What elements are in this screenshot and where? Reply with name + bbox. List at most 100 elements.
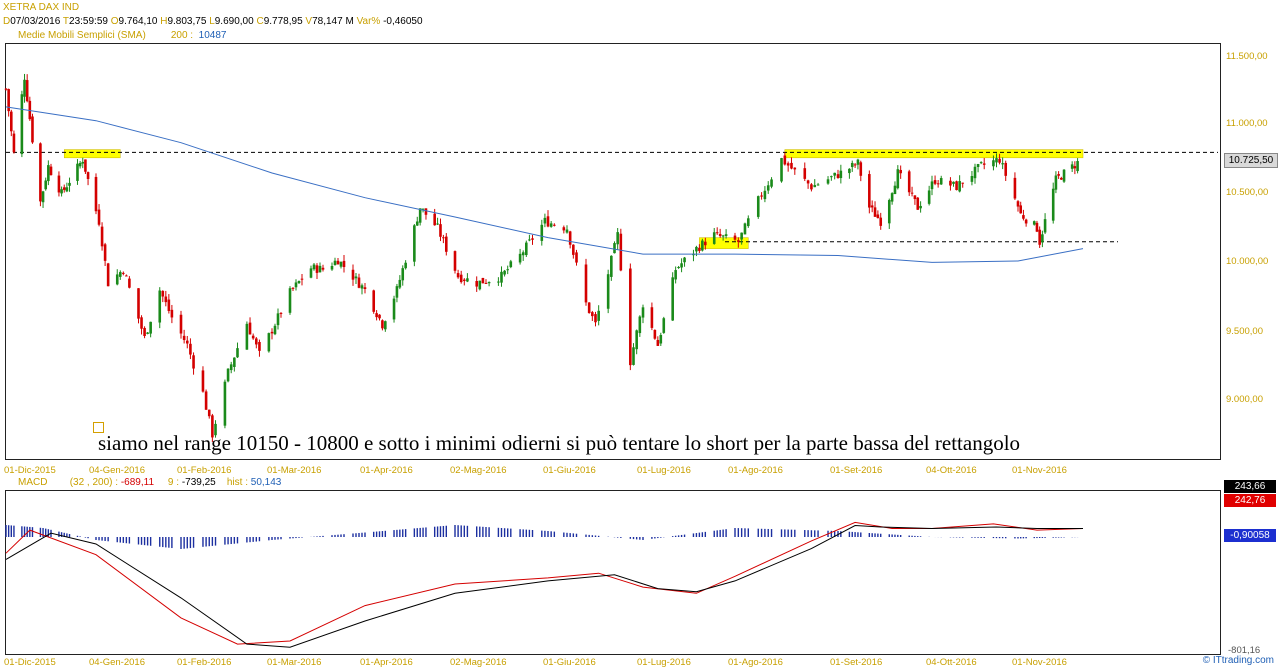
- date-tick: 01-Feb-2016: [177, 465, 232, 476]
- macd-top-label: 243,66: [1224, 480, 1276, 493]
- candle-body: [248, 322, 252, 335]
- candle-body: [677, 267, 680, 269]
- date-tick: 01-Giu-2016: [543, 465, 596, 476]
- candle-body: [701, 240, 704, 251]
- candle-body: [916, 197, 920, 210]
- candle-body: [466, 278, 469, 282]
- candle-body: [413, 225, 416, 262]
- date-tick: 04-Gen-2016: [89, 657, 145, 668]
- candle-body: [680, 263, 683, 268]
- candle-body: [503, 270, 506, 275]
- candle-body: [740, 232, 743, 240]
- candle-body: [850, 162, 854, 168]
- date-tick: 01-Set-2016: [830, 465, 883, 476]
- candle-body: [125, 275, 128, 277]
- candle-body: [182, 335, 186, 341]
- candle-body: [1035, 222, 1039, 232]
- candle-body: [610, 255, 613, 277]
- date-tick: 04-Ott-2016: [926, 657, 977, 668]
- candle-body: [444, 236, 448, 252]
- candle-body: [459, 274, 463, 283]
- candle-body: [60, 189, 63, 194]
- candle-body: [273, 325, 277, 335]
- candle-body: [826, 179, 830, 184]
- candle-body: [743, 223, 747, 235]
- candle-body: [830, 176, 833, 178]
- candle-body: [28, 100, 32, 120]
- candle-body: [910, 192, 914, 194]
- candle-body: [44, 180, 48, 190]
- date-tick: 01-Apr-2016: [360, 657, 413, 668]
- candle-body: [122, 272, 125, 274]
- candle-body: [521, 252, 525, 256]
- candle-body: [836, 174, 840, 178]
- candle-body: [756, 196, 760, 217]
- candle-body: [381, 320, 384, 329]
- candle-body: [587, 302, 591, 313]
- candle-body: [961, 182, 965, 184]
- candle-body: [893, 185, 897, 195]
- candle-body: [656, 339, 660, 346]
- date-tick: 01-Dic-2015: [4, 465, 56, 476]
- price-panel[interactable]: [5, 43, 1221, 460]
- candle-body: [62, 187, 66, 190]
- brand-watermark: © ITtrading.com: [1202, 655, 1274, 666]
- candle-body: [833, 172, 836, 176]
- candle-body: [164, 296, 168, 303]
- candle-body: [140, 317, 143, 329]
- candle-body: [1043, 219, 1047, 233]
- candle-body: [418, 208, 422, 223]
- macd-line: [5, 524, 1083, 648]
- sma-period: 200 :: [170, 30, 194, 41]
- high-value: 9.803,75: [167, 16, 207, 27]
- low-label: L: [209, 16, 215, 27]
- candle-body: [84, 159, 87, 172]
- macd-panel[interactable]: [5, 490, 1221, 655]
- candle-body: [395, 286, 399, 298]
- candle-body: [737, 240, 740, 242]
- candle-body: [958, 181, 961, 192]
- candle-body: [106, 263, 110, 287]
- candle-body: [638, 316, 642, 334]
- candle-body: [342, 260, 346, 268]
- annotation-marker: [93, 422, 104, 433]
- candle-body: [913, 195, 917, 200]
- time-value: 23:59:59: [69, 16, 108, 27]
- candle-body: [363, 287, 367, 289]
- candle-body: [939, 178, 943, 185]
- candle-body: [333, 260, 337, 266]
- candle-body: [766, 185, 770, 191]
- candle-body: [7, 89, 10, 112]
- candle-body: [907, 171, 911, 193]
- candle-body: [816, 184, 820, 186]
- candle-body: [848, 168, 851, 174]
- candle-body: [813, 185, 817, 188]
- candle-body: [214, 423, 217, 436]
- date-tick: 01-Feb-2016: [177, 657, 232, 668]
- candle-body: [267, 333, 271, 352]
- candle-body: [1073, 166, 1077, 169]
- candle-body: [372, 290, 376, 312]
- candle-body: [594, 314, 597, 323]
- date-tick: 02-Mag-2016: [450, 465, 507, 476]
- candle-body: [315, 265, 319, 273]
- candle-body: [856, 159, 860, 165]
- candle-body: [562, 227, 566, 231]
- last-price-label: 10.725,50: [1224, 153, 1278, 168]
- candle-body: [189, 343, 192, 355]
- date-value: 07/03/2016: [10, 16, 61, 27]
- candle-body: [650, 307, 654, 328]
- candle-body: [204, 391, 208, 410]
- candle-body: [1004, 162, 1008, 176]
- hist-value: 50,143: [250, 477, 282, 488]
- candle-body: [378, 314, 381, 319]
- candle-body: [297, 280, 301, 284]
- candle-body: [137, 288, 140, 319]
- candle-body: [760, 195, 763, 197]
- high-label: H: [160, 16, 168, 27]
- date-tick: 01-Apr-2016: [360, 465, 413, 476]
- volume-value: 78,147 M: [312, 16, 354, 27]
- date-label: D: [3, 16, 11, 27]
- candle-body: [531, 238, 534, 240]
